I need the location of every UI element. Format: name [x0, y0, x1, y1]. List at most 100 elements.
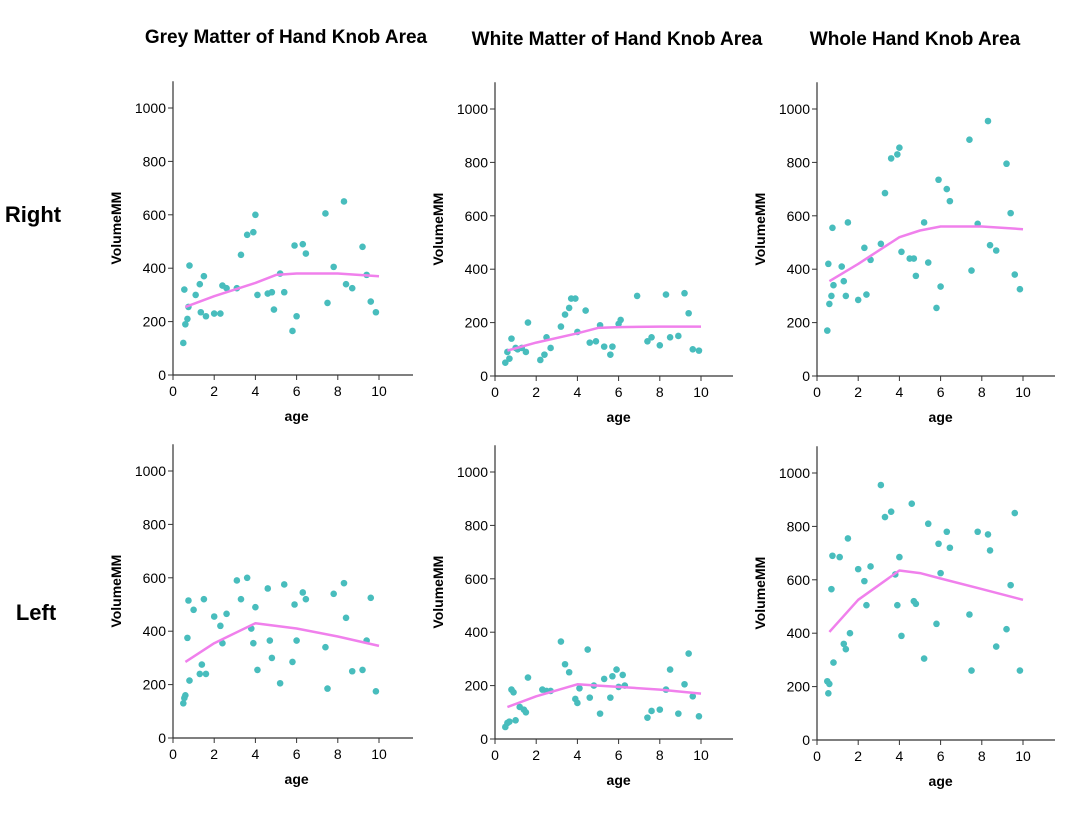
data-point	[217, 310, 224, 317]
data-point	[181, 286, 188, 293]
y-tick-label: 600	[465, 208, 489, 224]
x-tick-label: 0	[169, 746, 177, 762]
x-axis-label: age	[607, 772, 631, 788]
y-tick-label: 200	[465, 678, 489, 694]
data-point	[695, 347, 703, 354]
scatter-panel-2: 0 200 400 600 800 1000 0 2 4 6 8 10 age VolumeMM	[430, 82, 733, 425]
data-point	[276, 679, 284, 687]
data-point	[844, 219, 852, 226]
y-tick-label: 400	[143, 623, 167, 639]
x-tick-label: 0	[169, 383, 177, 399]
y-tick-label: 200	[787, 679, 811, 695]
data-point	[359, 243, 366, 251]
data-point	[666, 666, 674, 673]
data-point	[829, 224, 836, 232]
data-point	[828, 585, 835, 593]
data-point	[180, 339, 187, 347]
data-point	[330, 590, 337, 598]
y-tick-label: 400	[787, 625, 811, 641]
data-point	[237, 251, 245, 259]
data-point	[184, 315, 191, 323]
y-axis-label: VolumeMM	[430, 193, 446, 266]
data-point	[1007, 209, 1014, 217]
data-point	[648, 707, 655, 715]
y-tick-label: 0	[802, 368, 810, 384]
x-tick-label: 6	[937, 384, 945, 400]
data-point	[908, 500, 916, 508]
data-point	[613, 666, 620, 673]
x-tick-label: 2	[532, 747, 540, 763]
data-point	[348, 284, 356, 292]
data-point	[574, 699, 581, 707]
data-point	[992, 247, 1000, 254]
x-axis-label: age	[285, 408, 309, 424]
data-point	[576, 684, 583, 692]
column-title-white-matter: White Matter of Hand Knob Area	[472, 29, 763, 50]
data-point	[237, 595, 245, 603]
data-point	[607, 694, 614, 701]
data-point	[196, 280, 204, 288]
data-point	[198, 661, 206, 668]
data-point	[695, 713, 703, 720]
data-point	[689, 692, 697, 700]
data-point	[289, 658, 296, 666]
data-point	[854, 565, 862, 573]
x-tick-label: 6	[937, 748, 945, 764]
data-point	[210, 613, 218, 620]
data-point	[280, 288, 288, 296]
data-point	[547, 344, 554, 352]
data-point	[223, 284, 230, 292]
data-point	[180, 699, 187, 707]
data-point	[572, 295, 579, 302]
x-tick-label: 4	[574, 747, 582, 763]
y-tick-label: 800	[143, 516, 167, 532]
data-point	[340, 198, 348, 205]
data-point	[937, 569, 944, 577]
x-tick-label: 2	[210, 383, 218, 399]
data-point	[861, 577, 868, 585]
fit-line	[506, 683, 702, 709]
y-tick-label: 600	[787, 208, 811, 224]
data-point	[896, 144, 903, 152]
data-point	[877, 240, 885, 248]
x-axis-label: age	[929, 409, 953, 425]
data-point	[681, 289, 688, 297]
data-point	[582, 307, 589, 314]
x-tick-label: 0	[813, 748, 821, 764]
y-tick-label: 1000	[135, 463, 166, 479]
data-point	[541, 351, 548, 358]
x-tick-label: 10	[693, 747, 709, 763]
data-point	[340, 579, 348, 587]
data-point	[184, 634, 191, 642]
data-point	[656, 341, 664, 349]
y-tick-label: 800	[465, 154, 489, 170]
data-point	[367, 594, 375, 602]
x-tick-label: 10	[693, 384, 709, 400]
data-point	[280, 581, 288, 588]
data-point	[617, 316, 624, 324]
data-point	[887, 508, 895, 516]
data-point	[561, 660, 569, 668]
data-point	[937, 283, 944, 290]
data-point	[510, 688, 517, 696]
data-point	[565, 668, 573, 676]
data-point	[935, 540, 942, 548]
data-point	[920, 655, 928, 662]
data-point	[182, 320, 189, 328]
data-point	[302, 595, 310, 603]
data-point	[830, 281, 837, 289]
data-point	[200, 595, 208, 603]
data-point	[644, 337, 651, 345]
y-axis-label: VolumeMM	[108, 555, 124, 628]
x-axis-label: age	[929, 773, 953, 789]
data-point	[644, 714, 651, 721]
data-point	[825, 260, 832, 268]
data-point	[186, 677, 193, 684]
data-point	[840, 640, 848, 648]
y-tick-label: 800	[787, 154, 811, 170]
fit-line	[828, 569, 1024, 633]
data-point	[197, 308, 205, 316]
data-point	[844, 535, 852, 542]
data-point	[557, 638, 565, 645]
data-point	[986, 547, 994, 554]
